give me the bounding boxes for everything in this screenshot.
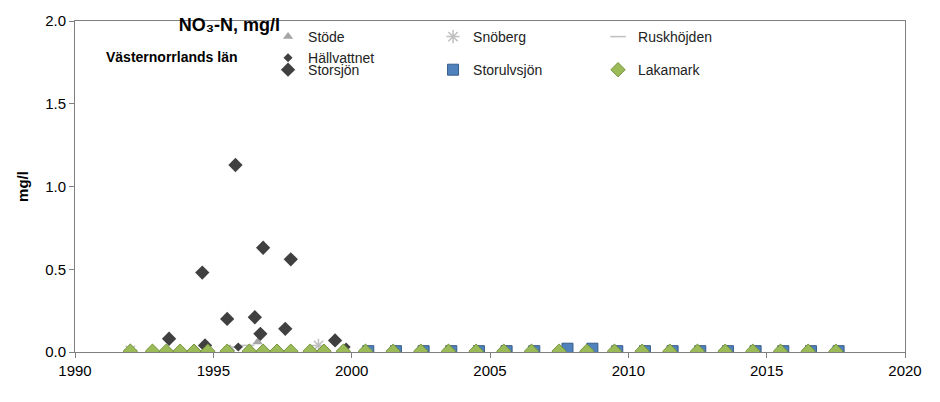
svg-text:1990: 1990: [58, 362, 91, 379]
svg-text:Storulvsjön: Storulvsjön: [473, 62, 542, 78]
svg-text:Västernorrlands län: Västernorrlands län: [106, 49, 238, 65]
svg-text:1995: 1995: [197, 362, 230, 379]
svg-text:1.5: 1.5: [45, 95, 66, 112]
svg-text:mg/l: mg/l: [14, 171, 31, 202]
svg-text:NO₃-N, mg/l: NO₃-N, mg/l: [179, 15, 280, 35]
svg-text:Lakamark: Lakamark: [638, 62, 700, 78]
svg-text:2010: 2010: [612, 362, 645, 379]
svg-text:1.0: 1.0: [45, 178, 66, 195]
svg-text:Hällvattnet: Hällvattnet: [308, 50, 375, 67]
svg-text:0.5: 0.5: [45, 261, 66, 278]
svg-text:Ruskhöjden: Ruskhöjden: [638, 29, 712, 45]
svg-text:2000: 2000: [335, 362, 368, 379]
svg-text:2015: 2015: [750, 362, 783, 379]
svg-text:2005: 2005: [473, 362, 506, 379]
svg-text:2.0: 2.0: [45, 12, 66, 29]
svg-text:Stöde: Stöde: [308, 29, 345, 45]
svg-text:0.0: 0.0: [45, 343, 66, 360]
svg-text:Storsjön: Storsjön: [308, 62, 359, 78]
svg-text:2020: 2020: [888, 362, 921, 379]
svg-text:Snöberg: Snöberg: [473, 29, 526, 45]
